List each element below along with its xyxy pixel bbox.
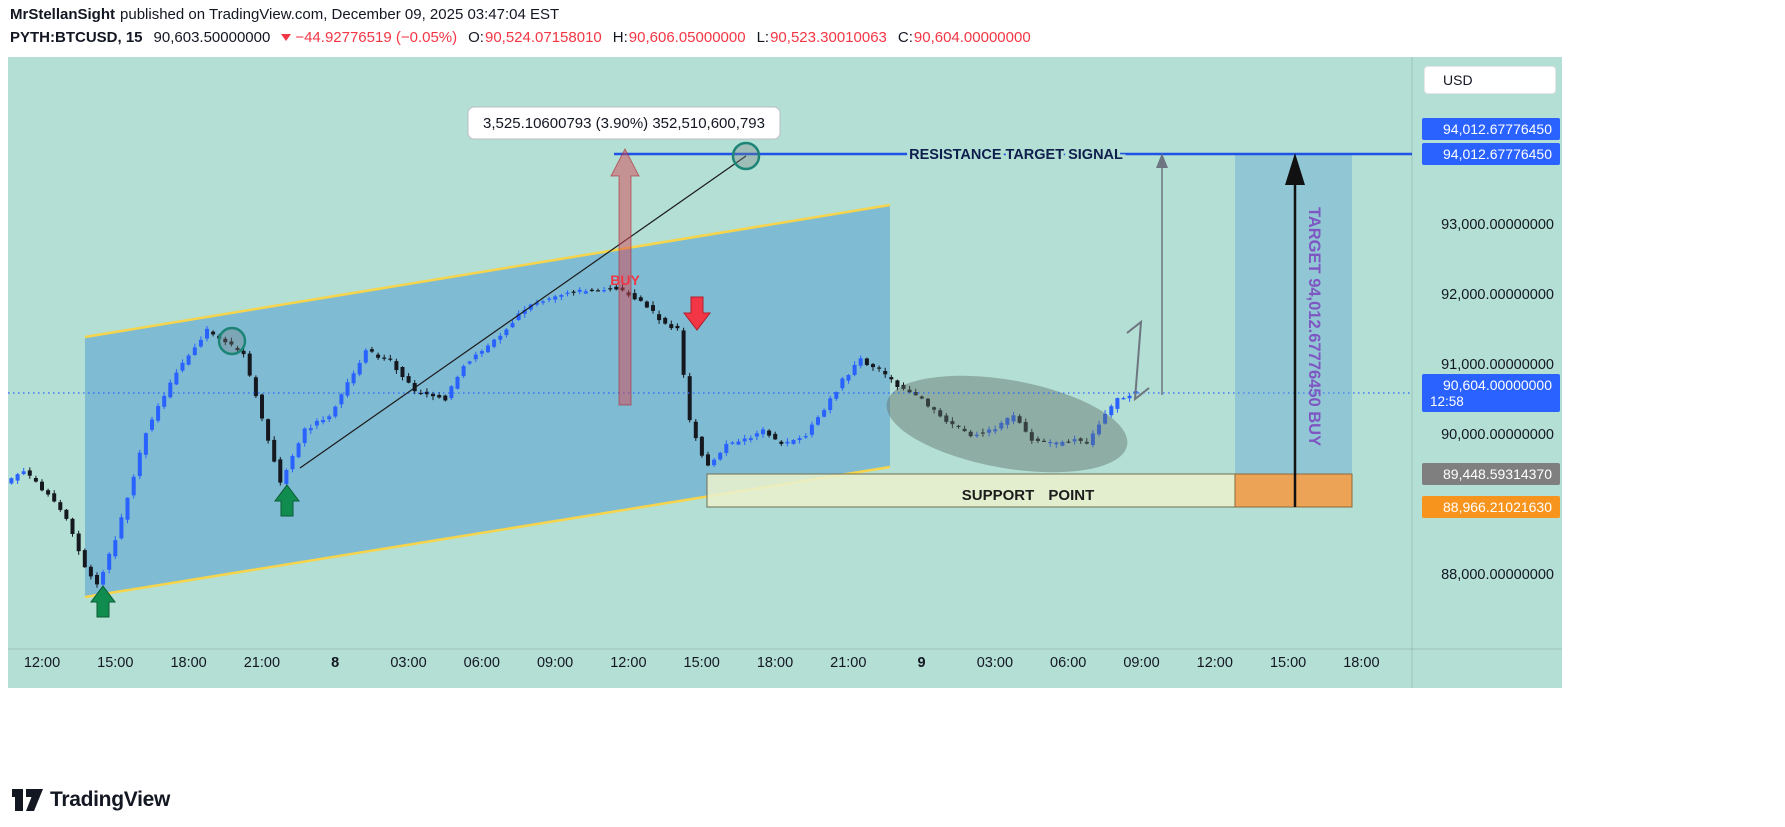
low-value: L: 90,523.30010063: [756, 29, 887, 46]
consolidation-highlight: [886, 375, 1128, 473]
author-name: MrStellanSight: [10, 6, 116, 23]
price-scale-label: 90,000.00000000: [1441, 427, 1554, 443]
price-scale-label: 88,966.21021630: [1422, 496, 1560, 519]
target-arrow-head: [1285, 153, 1305, 185]
last-price: 90,603.50000000: [153, 29, 271, 46]
publish-info: MrStellanSight published on TradingView.c…: [10, 6, 559, 23]
chart-pane[interactable]: SUPPORT POINT RESISTANCE TARGET SIGNAL B…: [8, 57, 1562, 688]
highlight-circle-peak: [217, 326, 247, 356]
currency-button[interactable]: USD: [1424, 66, 1556, 94]
high-value: H: 90,606.05000000: [612, 29, 746, 46]
publish-text: published on TradingView.com, December 0…: [120, 6, 560, 23]
price-scale-label: 88,000.00000000: [1441, 567, 1554, 583]
price-scale[interactable]: USD 94,012.67776450 94,012.67776450 93,000…: [1412, 57, 1562, 688]
down-triangle-icon: [281, 34, 292, 41]
sell-arrow-marker: [682, 296, 712, 331]
time-scale-label: 9: [917, 655, 926, 671]
zigzag-line: [1126, 319, 1150, 402]
brand-name: TradingView: [50, 788, 171, 811]
price-scale-label: 91,000.00000000: [1441, 357, 1554, 373]
target-zone: [1235, 154, 1352, 507]
support-label: SUPPORT POINT: [962, 487, 1095, 504]
time-scale-label: 12:00: [1196, 655, 1233, 671]
buy-arrow-marker-1: [90, 585, 116, 618]
time-scale-label: 06:00: [463, 655, 500, 671]
time-scale-label: 18:00: [756, 655, 794, 671]
time-scale-label: 15:00: [1269, 655, 1307, 671]
stats-text: 3,525.10600793 (3.90%) 352,510,600,793: [483, 115, 765, 132]
candlesticks: [9, 283, 1138, 588]
price-scale-label: 93,000.00000000: [1441, 217, 1554, 233]
tradingview-branding: TradingView: [12, 788, 170, 812]
buy-arrow-marker-2: [274, 484, 300, 517]
time-scale-label: 09:00: [1123, 655, 1160, 671]
breakout-box: [1234, 473, 1353, 508]
price-change-value: −44.92776519 (−0.05%): [295, 29, 458, 46]
price-scale-label: 94,012.67776450: [1422, 118, 1560, 141]
target-label: TARGET 94,012.67776450 BUY: [1305, 207, 1323, 446]
time-scale-label: 15:00: [97, 655, 134, 671]
symbol-name: PYTH:BTCUSD, 15: [10, 29, 143, 46]
highlight-circle-target: [731, 141, 761, 171]
channel-top-line: [84, 203, 891, 339]
close-value: C: 90,604.00000000: [897, 29, 1031, 46]
projection-arrow-head: [1156, 153, 1168, 168]
time-scale[interactable]: 12:00 15:00 18:00 21:00 8 03:00 06:00 09:00 12:0…: [8, 651, 1412, 679]
time-scale-label: 12:00: [23, 655, 61, 671]
stats-box: [467, 106, 781, 140]
tradingview-logo-icon: [12, 789, 43, 811]
time-scale-label: 03:00: [390, 655, 427, 671]
price-scale-label: 90,604.00000000 12:58: [1422, 373, 1560, 412]
time-scale-label: 06:00: [1050, 655, 1087, 671]
time-scale-label: 18:00: [170, 655, 207, 671]
time-scale-label: 21:00: [243, 655, 281, 671]
resistance-label: RESISTANCE TARGET SIGNAL: [909, 147, 1123, 163]
time-scale-label: 12:00: [610, 655, 647, 671]
price-scale-label: 89,448.59314370: [1422, 462, 1560, 485]
symbol-info-bar: PYTH:BTCUSD, 15 90,603.50000000 −44.9277…: [10, 29, 1031, 46]
time-scale-label: 03:00: [976, 655, 1014, 671]
price-scale-label: 94,012.67776450: [1422, 143, 1560, 166]
chart-background: [8, 57, 1562, 688]
chart-plot: SUPPORT POINT RESISTANCE TARGET SIGNAL B…: [8, 57, 1562, 688]
buy-label: BUY: [610, 272, 640, 288]
price-change: −44.92776519 (−0.05%): [281, 29, 457, 46]
time-scale-label: 21:00: [830, 655, 867, 671]
time-scale-label: 09:00: [536, 655, 574, 671]
price-scale-label: 92,000.00000000: [1441, 287, 1554, 303]
time-scale-label: 18:00: [1343, 655, 1380, 671]
time-scale-label: 15:00: [683, 655, 720, 671]
trend-line: [299, 155, 747, 469]
open-value: O: 90,524.07158010: [468, 29, 602, 46]
time-scale-label: 8: [331, 655, 340, 671]
measure-arrow: [610, 147, 640, 406]
